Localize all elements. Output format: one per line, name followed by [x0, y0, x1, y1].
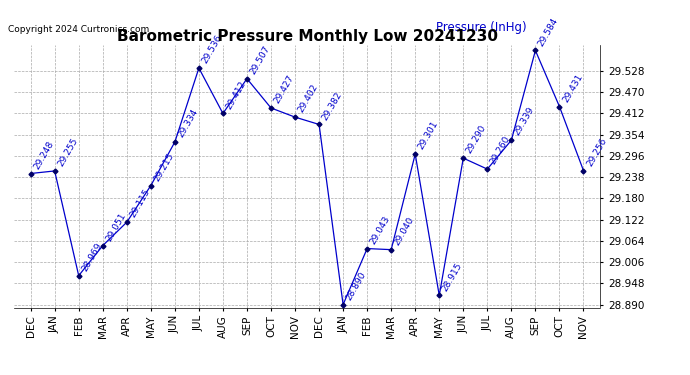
- Text: 29.431: 29.431: [561, 72, 584, 104]
- Text: Copyright 2024 Curtronics.com: Copyright 2024 Curtronics.com: [8, 26, 149, 34]
- Text: 28.915: 28.915: [441, 261, 464, 292]
- Text: 29.584: 29.584: [537, 16, 560, 48]
- Text: 29.260: 29.260: [489, 135, 512, 166]
- Text: 29.255: 29.255: [56, 136, 79, 168]
- Text: 28.890: 28.890: [344, 270, 368, 302]
- Text: 29.402: 29.402: [297, 83, 320, 114]
- Text: 29.536: 29.536: [200, 33, 224, 65]
- Text: 29.334: 29.334: [176, 108, 199, 139]
- Text: 29.256: 29.256: [585, 136, 609, 168]
- Text: 29.215: 29.215: [152, 151, 176, 183]
- Title: Barometric Pressure Monthly Low 20241230: Barometric Pressure Monthly Low 20241230: [117, 29, 497, 44]
- Text: 29.339: 29.339: [513, 106, 536, 137]
- Text: 29.040: 29.040: [393, 215, 416, 247]
- Text: 29.301: 29.301: [417, 120, 440, 152]
- Text: 29.412: 29.412: [224, 79, 248, 111]
- Text: 28.969: 28.969: [80, 241, 104, 273]
- Text: 29.507: 29.507: [248, 44, 272, 76]
- Text: 29.427: 29.427: [273, 74, 296, 105]
- Text: 29.043: 29.043: [368, 214, 392, 246]
- Text: 29.248: 29.248: [32, 139, 55, 171]
- Text: 29.290: 29.290: [464, 124, 488, 155]
- Text: 29.051: 29.051: [104, 211, 128, 243]
- Text: 29.115: 29.115: [128, 188, 152, 219]
- Text: 29.382: 29.382: [320, 90, 344, 122]
- Text: Pressure (InHg): Pressure (InHg): [436, 21, 526, 34]
